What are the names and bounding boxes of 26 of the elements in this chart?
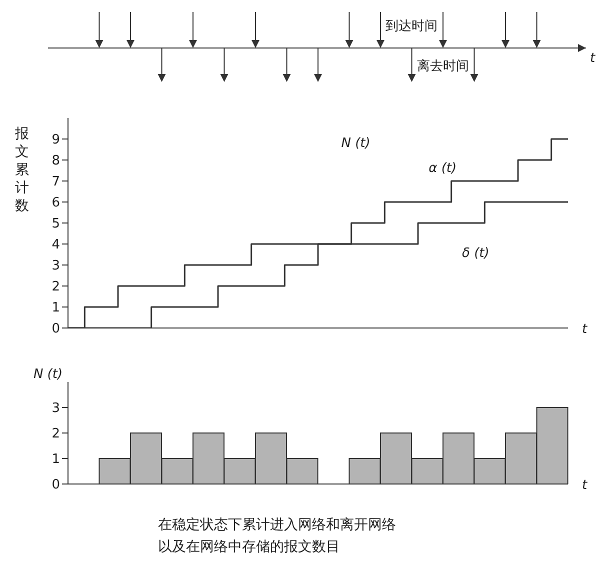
- text: 离去时间: [416, 58, 469, 74]
- text: 到达时间: [386, 19, 438, 34]
- y-tick-label: 0: [52, 478, 60, 493]
- text: 在稳定状态下累计进入网络和离开网络: [158, 516, 397, 535]
- y-tick-label: 8: [52, 154, 60, 169]
- y-tick-label: 2: [52, 280, 60, 295]
- y-tick-label: 2: [52, 426, 60, 442]
- y-tick-label: 1: [52, 452, 60, 468]
- series-label: δ (t): [462, 246, 490, 261]
- text: 以及在网络中存储的报文数目: [158, 538, 341, 557]
- y-axis-title: 报文累计数: [14, 126, 29, 214]
- x-axis-title: t: [582, 322, 588, 337]
- y-tick-label: 3: [52, 258, 60, 274]
- y-tick-label: 3: [52, 401, 60, 416]
- y-tick-label: 9: [52, 132, 60, 148]
- annotation: N (t): [341, 136, 370, 151]
- y-tick-label: 0: [52, 322, 60, 337]
- y-tick-label: 7: [52, 174, 60, 190]
- y-axis-title: N (t): [33, 367, 63, 382]
- y-tick-label: 5: [52, 216, 60, 232]
- text: t: [590, 51, 596, 66]
- x-axis-title: t: [582, 478, 588, 493]
- y-tick-label: 4: [52, 238, 60, 253]
- series-label: α (t): [428, 161, 457, 176]
- y-tick-label: 6: [52, 196, 60, 211]
- y-tick-label: 1: [52, 300, 60, 316]
